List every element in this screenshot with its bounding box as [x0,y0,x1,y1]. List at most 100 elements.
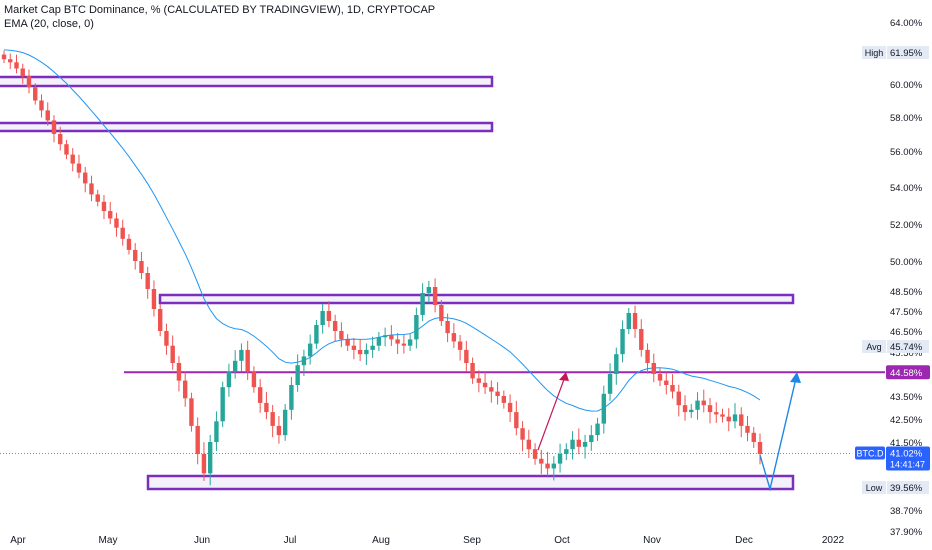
y-tick-label: 46.50% [890,327,923,338]
candle [395,339,400,344]
candle [164,331,169,346]
candle [257,387,263,403]
high-value: 61.95% [890,48,923,59]
candle [39,100,44,111]
candle [614,354,619,374]
candle [76,163,82,173]
resistance-box-mid [158,293,795,305]
candle [370,345,375,350]
countdown-timer: 14:41:47 [890,460,925,470]
candle [139,261,144,273]
candle [520,428,525,440]
candle [470,363,475,379]
candle [207,442,213,474]
y-tick-label: 42.50% [890,415,923,426]
candle [83,172,88,184]
candle [70,154,75,164]
candle [108,211,113,219]
candle [151,289,157,309]
ema-line [3,49,761,412]
x-tick-label: May [99,535,118,546]
y-tick-label: 43.50% [890,392,923,403]
symbol-badge-bg [855,446,885,460]
candle [432,287,438,305]
candle [51,120,57,134]
candle [507,402,513,413]
candle [176,363,182,381]
candle [482,382,488,388]
candle [457,341,463,350]
symbol-badge: BTC.D [857,449,885,459]
candle [332,321,338,331]
y-tick-label: 41.50% [890,438,923,449]
x-tick-label: Oct [554,535,570,546]
candle [89,183,94,195]
x-tick-label: Dec [735,535,753,546]
candle [445,321,450,334]
candle [114,218,119,228]
candle [401,343,407,346]
candle [551,463,557,469]
candle [657,374,663,381]
candle [101,201,107,212]
candle [557,454,563,464]
candle [632,313,638,329]
low-value: 39.56% [890,483,923,494]
candle [670,385,675,392]
high-tag: High [865,48,884,58]
x-tick-label: Aug [372,535,390,546]
candle [570,439,575,450]
blue-arrow-head [790,372,801,383]
candle [351,345,357,350]
candle [345,339,350,346]
avg-value-bg [887,340,929,353]
candle [314,325,319,344]
candle [714,412,719,415]
x-tick-label: Nov [643,535,661,546]
candle [526,439,532,450]
candle [595,423,600,436]
candle [532,449,538,459]
high-tag-bg [862,46,886,59]
candle [220,387,225,422]
candle [214,421,219,442]
y-tick-label: 58.00% [890,113,923,124]
candle [695,400,700,410]
candle [45,110,50,121]
candle [26,76,32,88]
candle [451,333,457,342]
candle [589,435,594,442]
candle [289,385,294,410]
y-tick-label: 64.00% [890,18,923,29]
candle [382,335,388,338]
candle [607,374,613,394]
x-tick-label: Apr [10,535,26,546]
candle [489,387,494,392]
candle [357,349,363,355]
candle [582,442,588,447]
y-tick-label: 37.90% [890,527,923,538]
avg-tag-bg [862,340,886,353]
red-arrow-head [559,372,569,381]
candle [245,349,250,372]
candle [439,305,444,321]
candle [157,309,163,331]
candle [426,287,432,293]
candle [239,349,244,361]
candle [295,365,300,385]
candle [726,416,731,422]
candle [639,329,644,350]
candle [376,337,382,346]
current-price-badge-bg [886,446,930,471]
candle [201,454,207,474]
red-arrow-line [537,373,567,451]
candle [564,449,569,454]
candle [720,414,725,417]
candle [195,425,200,454]
candle [182,380,188,399]
candle [651,363,656,374]
candle [745,425,750,433]
level-badge: 44.58% [890,368,923,379]
y-tick-label: 48.50% [890,287,923,298]
